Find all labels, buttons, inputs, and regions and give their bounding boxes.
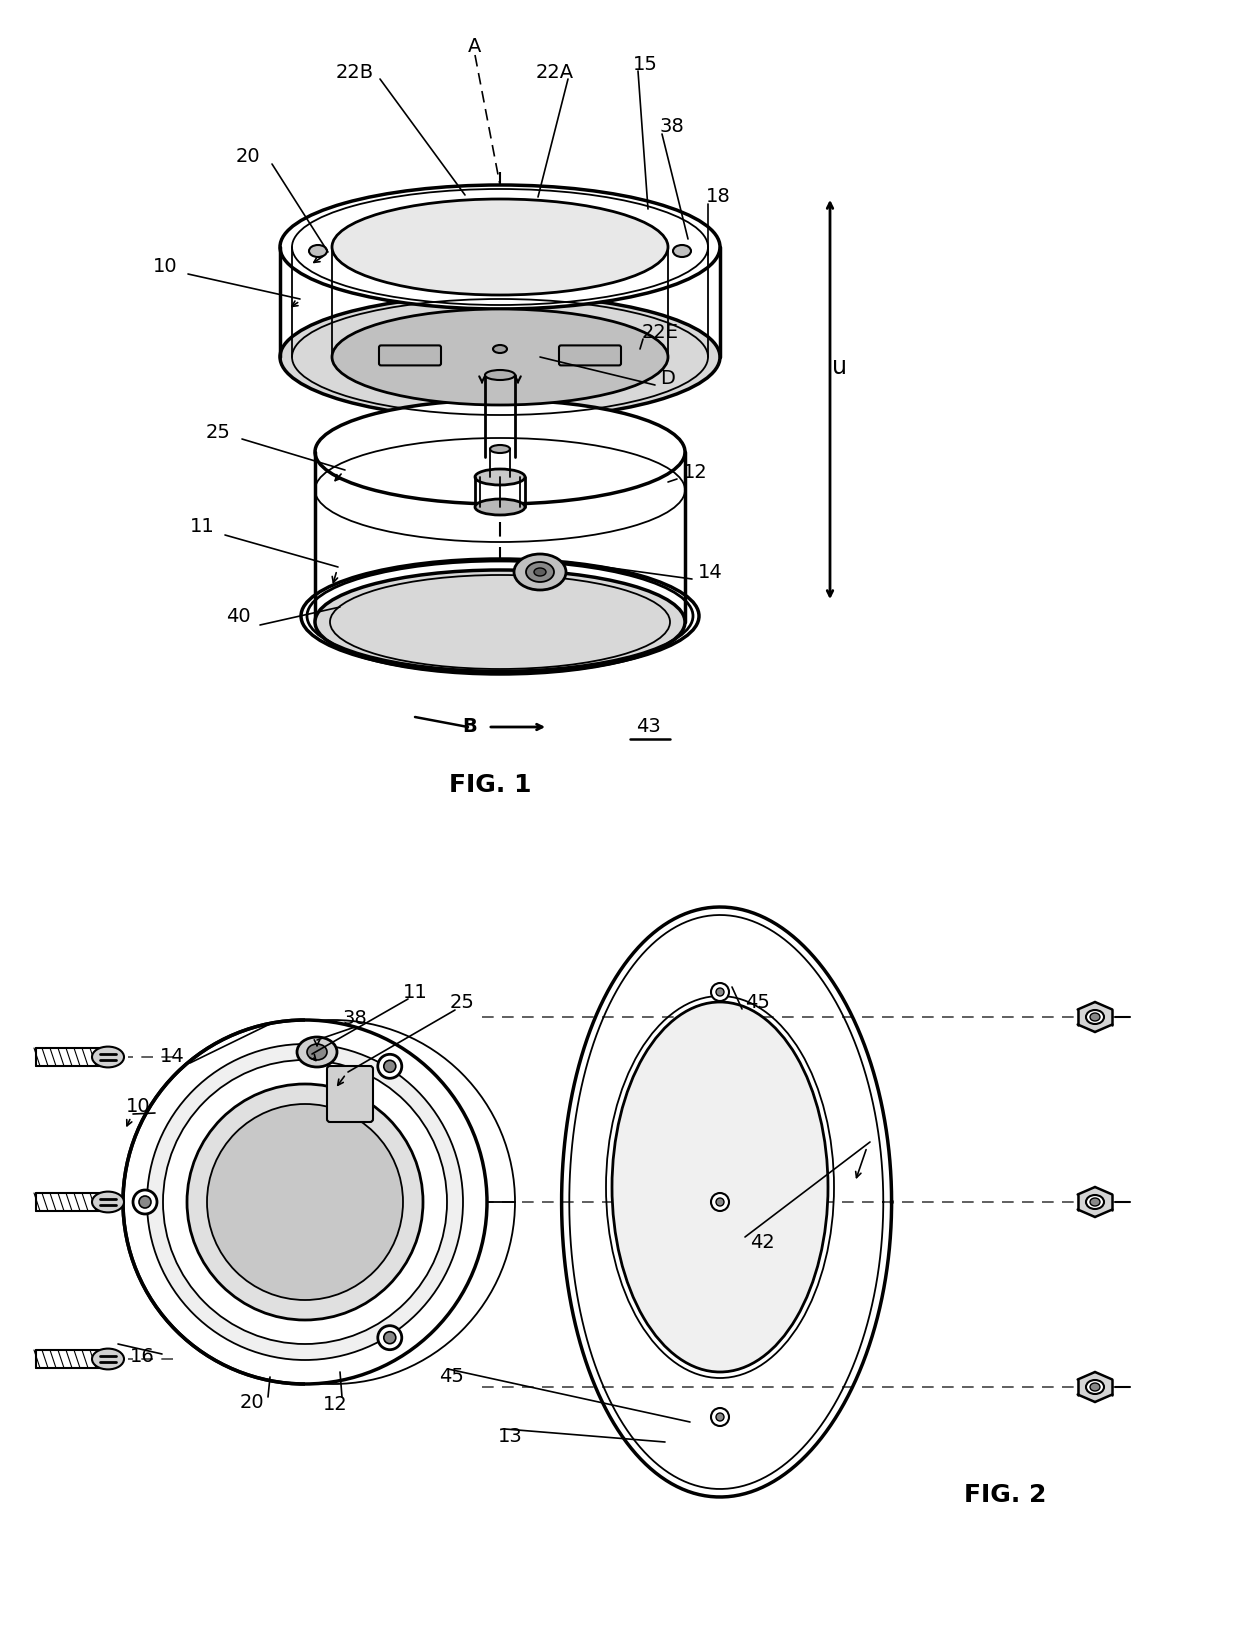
Ellipse shape: [378, 1326, 402, 1349]
Ellipse shape: [711, 1408, 729, 1426]
FancyBboxPatch shape: [379, 345, 441, 365]
Polygon shape: [1078, 1372, 1112, 1401]
Text: FIG. 2: FIG. 2: [963, 1483, 1047, 1508]
Text: 14: 14: [160, 1048, 185, 1066]
Ellipse shape: [673, 246, 691, 257]
Text: 20: 20: [239, 1393, 264, 1411]
Text: 13: 13: [497, 1427, 522, 1447]
Text: 12: 12: [683, 463, 707, 481]
Text: 38: 38: [660, 118, 684, 136]
Text: 16: 16: [130, 1347, 154, 1367]
Polygon shape: [1078, 1002, 1112, 1031]
Ellipse shape: [332, 200, 668, 295]
Ellipse shape: [475, 499, 525, 516]
Text: 25: 25: [206, 422, 231, 442]
Text: 40: 40: [226, 607, 250, 627]
Text: 45: 45: [439, 1367, 465, 1387]
Text: 10: 10: [153, 257, 177, 277]
Text: D: D: [661, 370, 676, 388]
Ellipse shape: [139, 1197, 151, 1208]
Ellipse shape: [715, 1413, 724, 1421]
Ellipse shape: [332, 309, 668, 404]
Text: 38: 38: [342, 1010, 367, 1028]
Text: FIG. 1: FIG. 1: [449, 773, 531, 797]
Ellipse shape: [92, 1192, 124, 1213]
Polygon shape: [1078, 1187, 1112, 1216]
Ellipse shape: [92, 1349, 124, 1370]
Ellipse shape: [207, 1103, 403, 1300]
Ellipse shape: [280, 295, 720, 419]
FancyBboxPatch shape: [327, 1066, 373, 1121]
Text: 10: 10: [125, 1097, 150, 1116]
Ellipse shape: [515, 553, 565, 589]
Ellipse shape: [475, 468, 525, 485]
Ellipse shape: [315, 570, 684, 674]
Text: 15: 15: [632, 56, 657, 75]
Ellipse shape: [711, 1193, 729, 1211]
Text: 11: 11: [190, 517, 215, 537]
Text: 43: 43: [636, 717, 661, 737]
Ellipse shape: [378, 1054, 402, 1079]
Ellipse shape: [309, 246, 327, 257]
Ellipse shape: [715, 989, 724, 995]
Ellipse shape: [715, 1198, 724, 1206]
Ellipse shape: [526, 561, 554, 583]
Text: 25: 25: [450, 992, 475, 1012]
Ellipse shape: [711, 982, 729, 1000]
Ellipse shape: [1090, 1013, 1100, 1021]
Ellipse shape: [534, 568, 546, 576]
Ellipse shape: [384, 1061, 396, 1072]
Ellipse shape: [1090, 1198, 1100, 1206]
Ellipse shape: [123, 1020, 487, 1383]
Text: 22B: 22B: [336, 62, 374, 82]
Text: u: u: [832, 355, 847, 380]
Ellipse shape: [1086, 1380, 1104, 1395]
Ellipse shape: [1086, 1010, 1104, 1025]
Text: 22E: 22E: [641, 322, 678, 342]
Ellipse shape: [1086, 1195, 1104, 1210]
Polygon shape: [562, 907, 892, 1496]
Ellipse shape: [280, 185, 720, 309]
Text: 18: 18: [706, 188, 730, 206]
Ellipse shape: [308, 1044, 327, 1061]
Text: 45: 45: [745, 992, 770, 1012]
Ellipse shape: [148, 1044, 463, 1360]
Ellipse shape: [494, 345, 507, 354]
Text: 22A: 22A: [536, 62, 574, 82]
FancyBboxPatch shape: [559, 345, 621, 365]
Ellipse shape: [187, 1084, 423, 1319]
Text: 20: 20: [236, 147, 260, 167]
Ellipse shape: [384, 1331, 396, 1344]
Ellipse shape: [1090, 1383, 1100, 1391]
Ellipse shape: [133, 1190, 157, 1215]
Ellipse shape: [485, 370, 515, 380]
Text: 11: 11: [403, 982, 428, 1002]
Ellipse shape: [92, 1046, 124, 1067]
Text: 14: 14: [698, 563, 723, 581]
Text: 42: 42: [750, 1233, 774, 1252]
Ellipse shape: [298, 1036, 337, 1067]
Text: A: A: [469, 38, 481, 57]
Ellipse shape: [315, 399, 684, 504]
Ellipse shape: [162, 1061, 446, 1344]
Text: B: B: [463, 717, 477, 737]
Text: 12: 12: [322, 1395, 347, 1414]
Ellipse shape: [613, 1002, 828, 1372]
Ellipse shape: [490, 445, 510, 453]
